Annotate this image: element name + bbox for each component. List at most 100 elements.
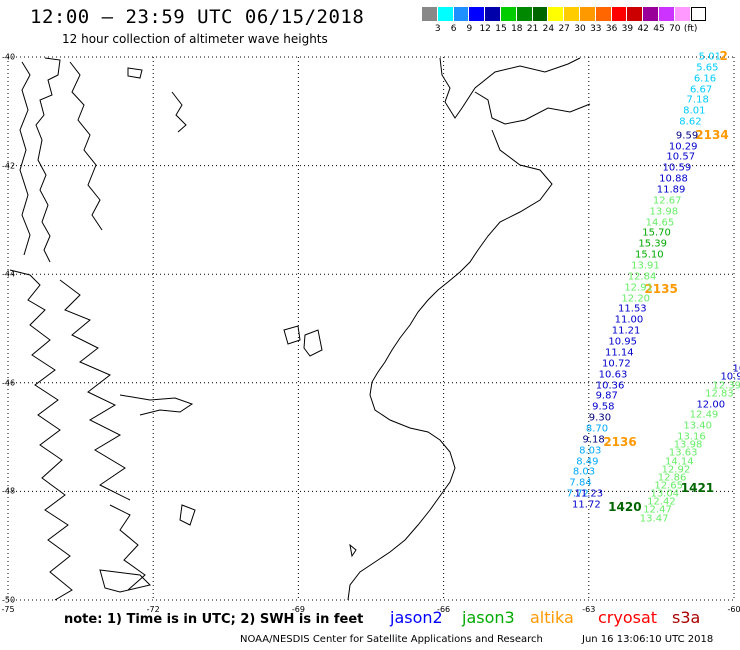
wave-height-value: 9.58 xyxy=(592,401,615,413)
wave-height-value: 13.91 xyxy=(631,260,660,272)
longitude-label: -75 xyxy=(1,605,15,614)
legend-label: 30 xyxy=(574,24,586,34)
legend-swatch xyxy=(485,7,501,21)
satellite-legend-item: jason3 xyxy=(462,608,515,627)
legend-label: 12 xyxy=(479,24,491,34)
wave-height-value: 11.72 xyxy=(572,499,601,511)
legend-swatch xyxy=(548,7,565,21)
legend-label: 36 xyxy=(605,24,618,34)
legend-label: 21 xyxy=(526,24,539,34)
wave-height-value: 12.49 xyxy=(689,409,719,421)
wave-height-value: 13.40 xyxy=(683,420,713,432)
wave-height-value: 8.62 xyxy=(679,116,702,128)
wave-height-value: 15.39 xyxy=(638,238,668,250)
wave-height-value: 12.84 xyxy=(627,271,657,283)
latitude-label: -44 xyxy=(2,269,16,279)
legend-label: 24 xyxy=(542,24,555,34)
wave-height-value: 8.01 xyxy=(683,105,706,117)
wave-height-value: 9.87 xyxy=(595,390,618,402)
wave-height-value: 10.88 xyxy=(659,173,688,185)
wave-height-value: 13.47 xyxy=(639,513,669,525)
latitude-label: -40 xyxy=(2,52,16,62)
wave-height-value: 12.00 xyxy=(696,399,726,411)
wave-height-value: 14.14 xyxy=(664,456,694,468)
wave-height-value: 11.00 xyxy=(614,314,644,326)
wave-height-value: 8.49 xyxy=(576,456,599,468)
latitude-label: -42 xyxy=(2,161,16,171)
satellite-legend-item: cryosat xyxy=(598,608,658,627)
legend-label: 70 xyxy=(669,24,681,34)
legend-label: 18 xyxy=(511,24,523,34)
legend-swatch xyxy=(643,7,659,21)
legend-swatch xyxy=(516,7,533,21)
legend-label: 3 xyxy=(434,24,441,34)
pass-number-label: 2135 xyxy=(644,282,678,297)
wave-height-value: 6.67 xyxy=(689,84,713,96)
wave-height-value: 7.72 xyxy=(566,488,589,500)
wave-height-value: 7.18 xyxy=(686,94,709,106)
longitude-label: -60 xyxy=(727,605,740,614)
footnote: note: 1) Time is in UTC; 2) SWH is in fe… xyxy=(64,612,364,627)
legend-swatch xyxy=(627,7,644,21)
wave-height-value: 13.16 xyxy=(677,431,706,443)
wave-height-value: 8.70 xyxy=(585,423,609,435)
wave-height-value: 12.91 xyxy=(624,282,653,294)
credit-line: NOAA/NESDIS Center for Satellite Applica… xyxy=(240,634,543,645)
wave-height-value: 10 xyxy=(732,363,740,375)
wave-height-value: 10.29 xyxy=(668,141,698,153)
wave-height-value: 11.23 xyxy=(574,488,604,500)
legend-swatch xyxy=(611,7,628,21)
legend-label: 15 xyxy=(495,24,507,34)
wave-height-value: 12.83 xyxy=(705,388,734,400)
legend-swatch xyxy=(500,7,517,21)
legend-swatch xyxy=(469,7,486,21)
wave-height-value: 13.98 xyxy=(673,439,703,451)
legend-label: 45 xyxy=(653,24,665,34)
wave-height-value: 15.70 xyxy=(642,227,671,239)
satellite-legend-item: s3a xyxy=(672,608,701,627)
legend-label: 9 xyxy=(466,24,473,34)
legend-label: 33 xyxy=(590,24,602,34)
pass-number-label: 1420 xyxy=(608,499,642,514)
wave-height-value: 12.67 xyxy=(652,195,682,207)
map-subtitle: 12 hour collection of altimeter wave hei… xyxy=(62,32,328,46)
legend-swatch xyxy=(453,7,470,21)
wave-height-value: 10.9 xyxy=(720,371,740,383)
longitude-label: -66 xyxy=(437,605,451,614)
longitude-label: -63 xyxy=(582,605,596,614)
wave-height-value: 12.86 xyxy=(657,472,687,484)
wave-height-value: 6.16 xyxy=(693,73,717,85)
wave-height-value: 12.47 xyxy=(643,504,672,516)
satellite-legend-item: jason2 xyxy=(390,608,443,627)
wave-height-value: 13.04 xyxy=(650,488,680,500)
legend-label: 6 xyxy=(450,24,457,34)
graticule xyxy=(7,56,735,601)
wave-height-value: 12.20 xyxy=(621,293,651,305)
color-legend xyxy=(422,7,707,21)
wave-height-value: 8.03 xyxy=(572,466,596,478)
legend-swatch xyxy=(595,7,612,21)
wave-height-value: 10.95 xyxy=(608,336,637,348)
latitude-label: -48 xyxy=(2,486,16,496)
wave-height-value: 11.53 xyxy=(618,303,647,315)
legend-swatch xyxy=(437,7,454,21)
map-title: 12:00 – 23:59 UTC 06/15/2018 xyxy=(30,6,365,28)
timestamp: Jun 16 13:06:10 UTC 2018 xyxy=(582,634,714,645)
latitude-label: -50 xyxy=(2,595,16,605)
legend-label: 42 xyxy=(637,24,649,34)
wave-height-value: 9.18 xyxy=(582,434,605,446)
wave-height-value: 10.72 xyxy=(602,358,631,370)
pass-number-label: 2136 xyxy=(603,434,637,449)
legend-label: 39 xyxy=(621,24,634,34)
wave-height-value: 13.98 xyxy=(649,206,679,218)
legend-swatch xyxy=(579,7,596,21)
legend-swatch xyxy=(658,7,675,21)
wave-height-value: 10.36 xyxy=(595,380,625,391)
pass-number-label: 1421 xyxy=(680,480,715,495)
legend-label: 27 xyxy=(558,24,570,34)
wave-height-value: 5.65 xyxy=(696,62,719,74)
wave-height-value: 11.89 xyxy=(656,184,686,196)
wave-height-value: 13.63 xyxy=(668,447,698,459)
argentina-coastline xyxy=(347,57,591,601)
